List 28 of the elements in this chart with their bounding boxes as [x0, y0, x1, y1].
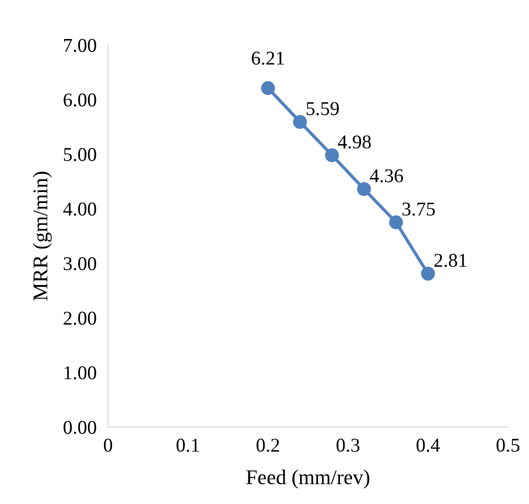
y-tick-label: 5.00 [64, 148, 96, 162]
y-tick-label: 7.00 [64, 38, 96, 52]
x-tick-label: 0.1 [176, 438, 199, 452]
point [357, 182, 371, 196]
text: 6.21 [252, 52, 284, 65]
y-tick-label: 3.00 [64, 257, 96, 270]
text: 4.98 [338, 135, 371, 149]
x-tick-label: 0.3 [336, 438, 360, 452]
point [293, 115, 307, 129]
x-tick-label: 0.2 [256, 438, 280, 452]
text: 3.75 [402, 202, 435, 216]
y-tick-label: 4.00 [63, 202, 96, 216]
y-tick-label: 0.00 [64, 420, 96, 434]
y-tick-label: 6.00 [64, 93, 96, 107]
y-tick-label: 1.00 [64, 366, 96, 380]
point [325, 148, 339, 162]
text: 5.59 [306, 102, 339, 116]
point [261, 81, 275, 96]
y-axis-title: MRR (gm/min) [32, 172, 52, 301]
text: 4.36 [370, 169, 404, 182]
x-axis-title: Feed (mm/rev) [246, 470, 370, 489]
x-tick-label: 0 [104, 438, 112, 452]
x-tick-label: 0.4 [416, 438, 440, 452]
point [389, 215, 403, 230]
y-tick-label: 2.00 [64, 312, 96, 325]
text: 2.81 [434, 254, 466, 268]
x-tick-label: 0.5 [496, 438, 520, 452]
point [421, 266, 435, 281]
